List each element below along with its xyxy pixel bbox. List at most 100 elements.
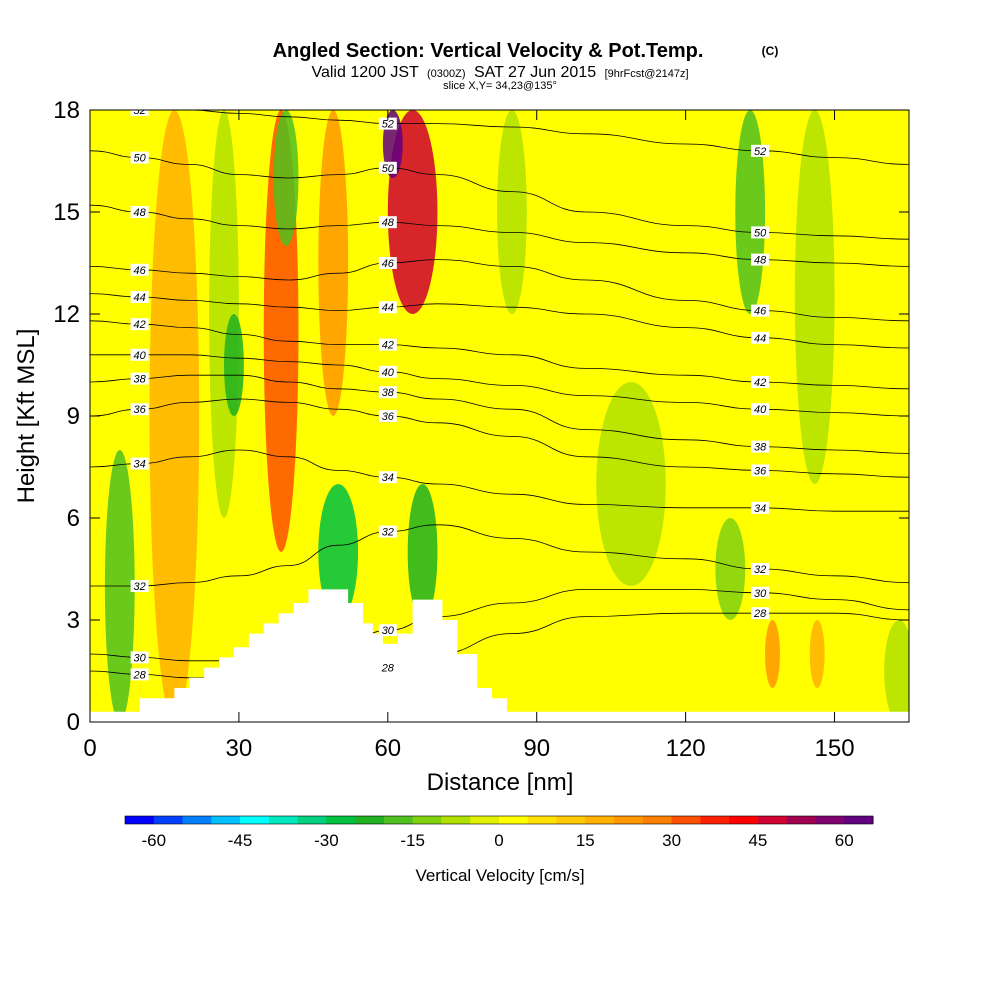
contour-label: 40 [751,403,770,416]
subtitle-date: SAT 27 Jun 2015 [474,64,596,81]
x-axis-label: Distance [nm] [427,769,574,796]
colorbar-swatch [671,816,701,824]
contour-label-text: 34 [134,459,146,471]
colorbar-swatch [786,816,816,824]
contour-label-text: 28 [133,669,147,681]
x-tick-label: 60 [374,735,401,762]
contour-label: 50 [751,226,770,239]
contour-label-bg [130,151,149,164]
contour-label: 42 [130,318,149,331]
contour-label: 52 [378,117,397,131]
contour-label-text: 48 [134,207,147,219]
plot-area: 28 28 28 30 30 30 32 32 32 34 34 34 36 36 36 38 38 38 40 40… [90,110,909,722]
colorbar-swatch [844,816,874,824]
velocity-region [765,620,780,688]
y-tick-label: 0 [67,709,80,736]
contour-label: 42 [751,376,770,389]
contour-label-text: 34 [754,503,766,515]
contour-label: 52 [130,110,149,117]
contour-label-bg [130,651,149,664]
colorbar-swatch [729,816,759,824]
contour-label-bg [130,291,149,303]
velocity-region [809,620,825,688]
colorbar-swatch [757,816,788,824]
contour-label-bg [751,403,770,416]
y-tick-label: 6 [67,505,80,532]
velocity-region [149,110,200,722]
contour-label-text: 46 [754,306,767,318]
velocity-region [735,110,766,314]
contour-label-text: 44 [134,292,146,304]
colorbar-tick-label: 0 [494,831,503,850]
contour-label: 32 [751,563,770,576]
slice-label: slice X,Y= 34,23@135° [443,80,557,92]
colorbar-tick-label: 30 [662,831,681,850]
contour-label-bg [130,403,149,416]
contour-label-bg [751,331,770,344]
contour-label-bg [378,257,397,269]
contour-label: 44 [378,301,397,314]
contour-label-text: 38 [382,387,395,399]
contour-label: 44 [130,291,149,304]
contour-label: 38 [378,386,397,399]
contour-label-text: 40 [754,404,767,416]
colorbar-swatch [470,816,500,824]
colorbar-swatch [527,816,558,824]
y-tick-label: 9 [67,403,80,430]
contour-label: 28 [751,607,770,620]
contour-label: 52 [751,144,770,158]
contour-label: 48 [378,216,397,229]
chart-title: Angled Section: Vertical Velocity & Pot.… [273,40,704,62]
contour-label-text: 36 [134,404,147,416]
contour-label-text: 32 [382,527,394,539]
terrain-mask [90,589,909,722]
colorbar-tick-label: 15 [576,831,595,850]
velocity-region [497,110,527,314]
contour-label-bg [130,580,149,592]
contour-label-bg [130,457,149,470]
contour-label: 42 [378,338,397,352]
contour-label-bg [751,253,770,266]
contour-label-bg [751,144,770,157]
colorbar-swatch [556,816,586,824]
y-tick-label: 12 [53,301,80,328]
contour-label-bg [130,206,149,218]
contour-label-text: 32 [134,581,146,593]
contour-label-text: 50 [382,163,395,175]
contour-label-text: 40 [134,350,147,362]
velocity-region [884,620,909,722]
contour-label: 30 [751,586,770,600]
x-tick-label: 30 [226,735,253,762]
subtitle-valid: Valid 1200 JST [311,64,419,81]
contour-label-text: 42 [382,340,394,352]
subtitle-forecast: [9hrFcst@2147z] [605,68,689,80]
chart-title-suffix: (C) [762,44,779,58]
contour-label-text: 38 [754,442,767,454]
contour-label: 32 [130,580,149,593]
velocity-region [596,382,666,586]
contour-label-bg [378,216,397,229]
contour-label-bg [378,161,397,174]
colorbar-frame [124,815,874,825]
contour-label-bg [751,563,770,575]
colorbar: -60 -45 -30 -15 0 15 30 45 60 [124,815,874,850]
contour-label: 38 [751,440,770,454]
contour-label-text: 32 [754,564,766,576]
contour-label-bg [751,440,770,453]
contour-label-text: 42 [134,319,146,331]
contour-label-text: 28 [381,663,395,675]
colorbar-swatch [326,816,356,824]
contour-label-bg [130,110,149,116]
contour-label-bg [378,410,397,422]
contour-label-bg [751,586,770,599]
contour-label-text: 34 [382,472,394,484]
contour-label-text: 52 [754,146,766,158]
contour-label-text: 44 [382,302,394,314]
y-tick-label: 15 [53,199,80,226]
chart-subtitle: Valid 1200 JST (0300Z) SAT 27 Jun 2015 [… [311,64,688,81]
contour-label-bg [130,348,149,361]
colorbar-swatch [441,816,471,824]
colorbar-tick-label: 60 [835,831,854,850]
